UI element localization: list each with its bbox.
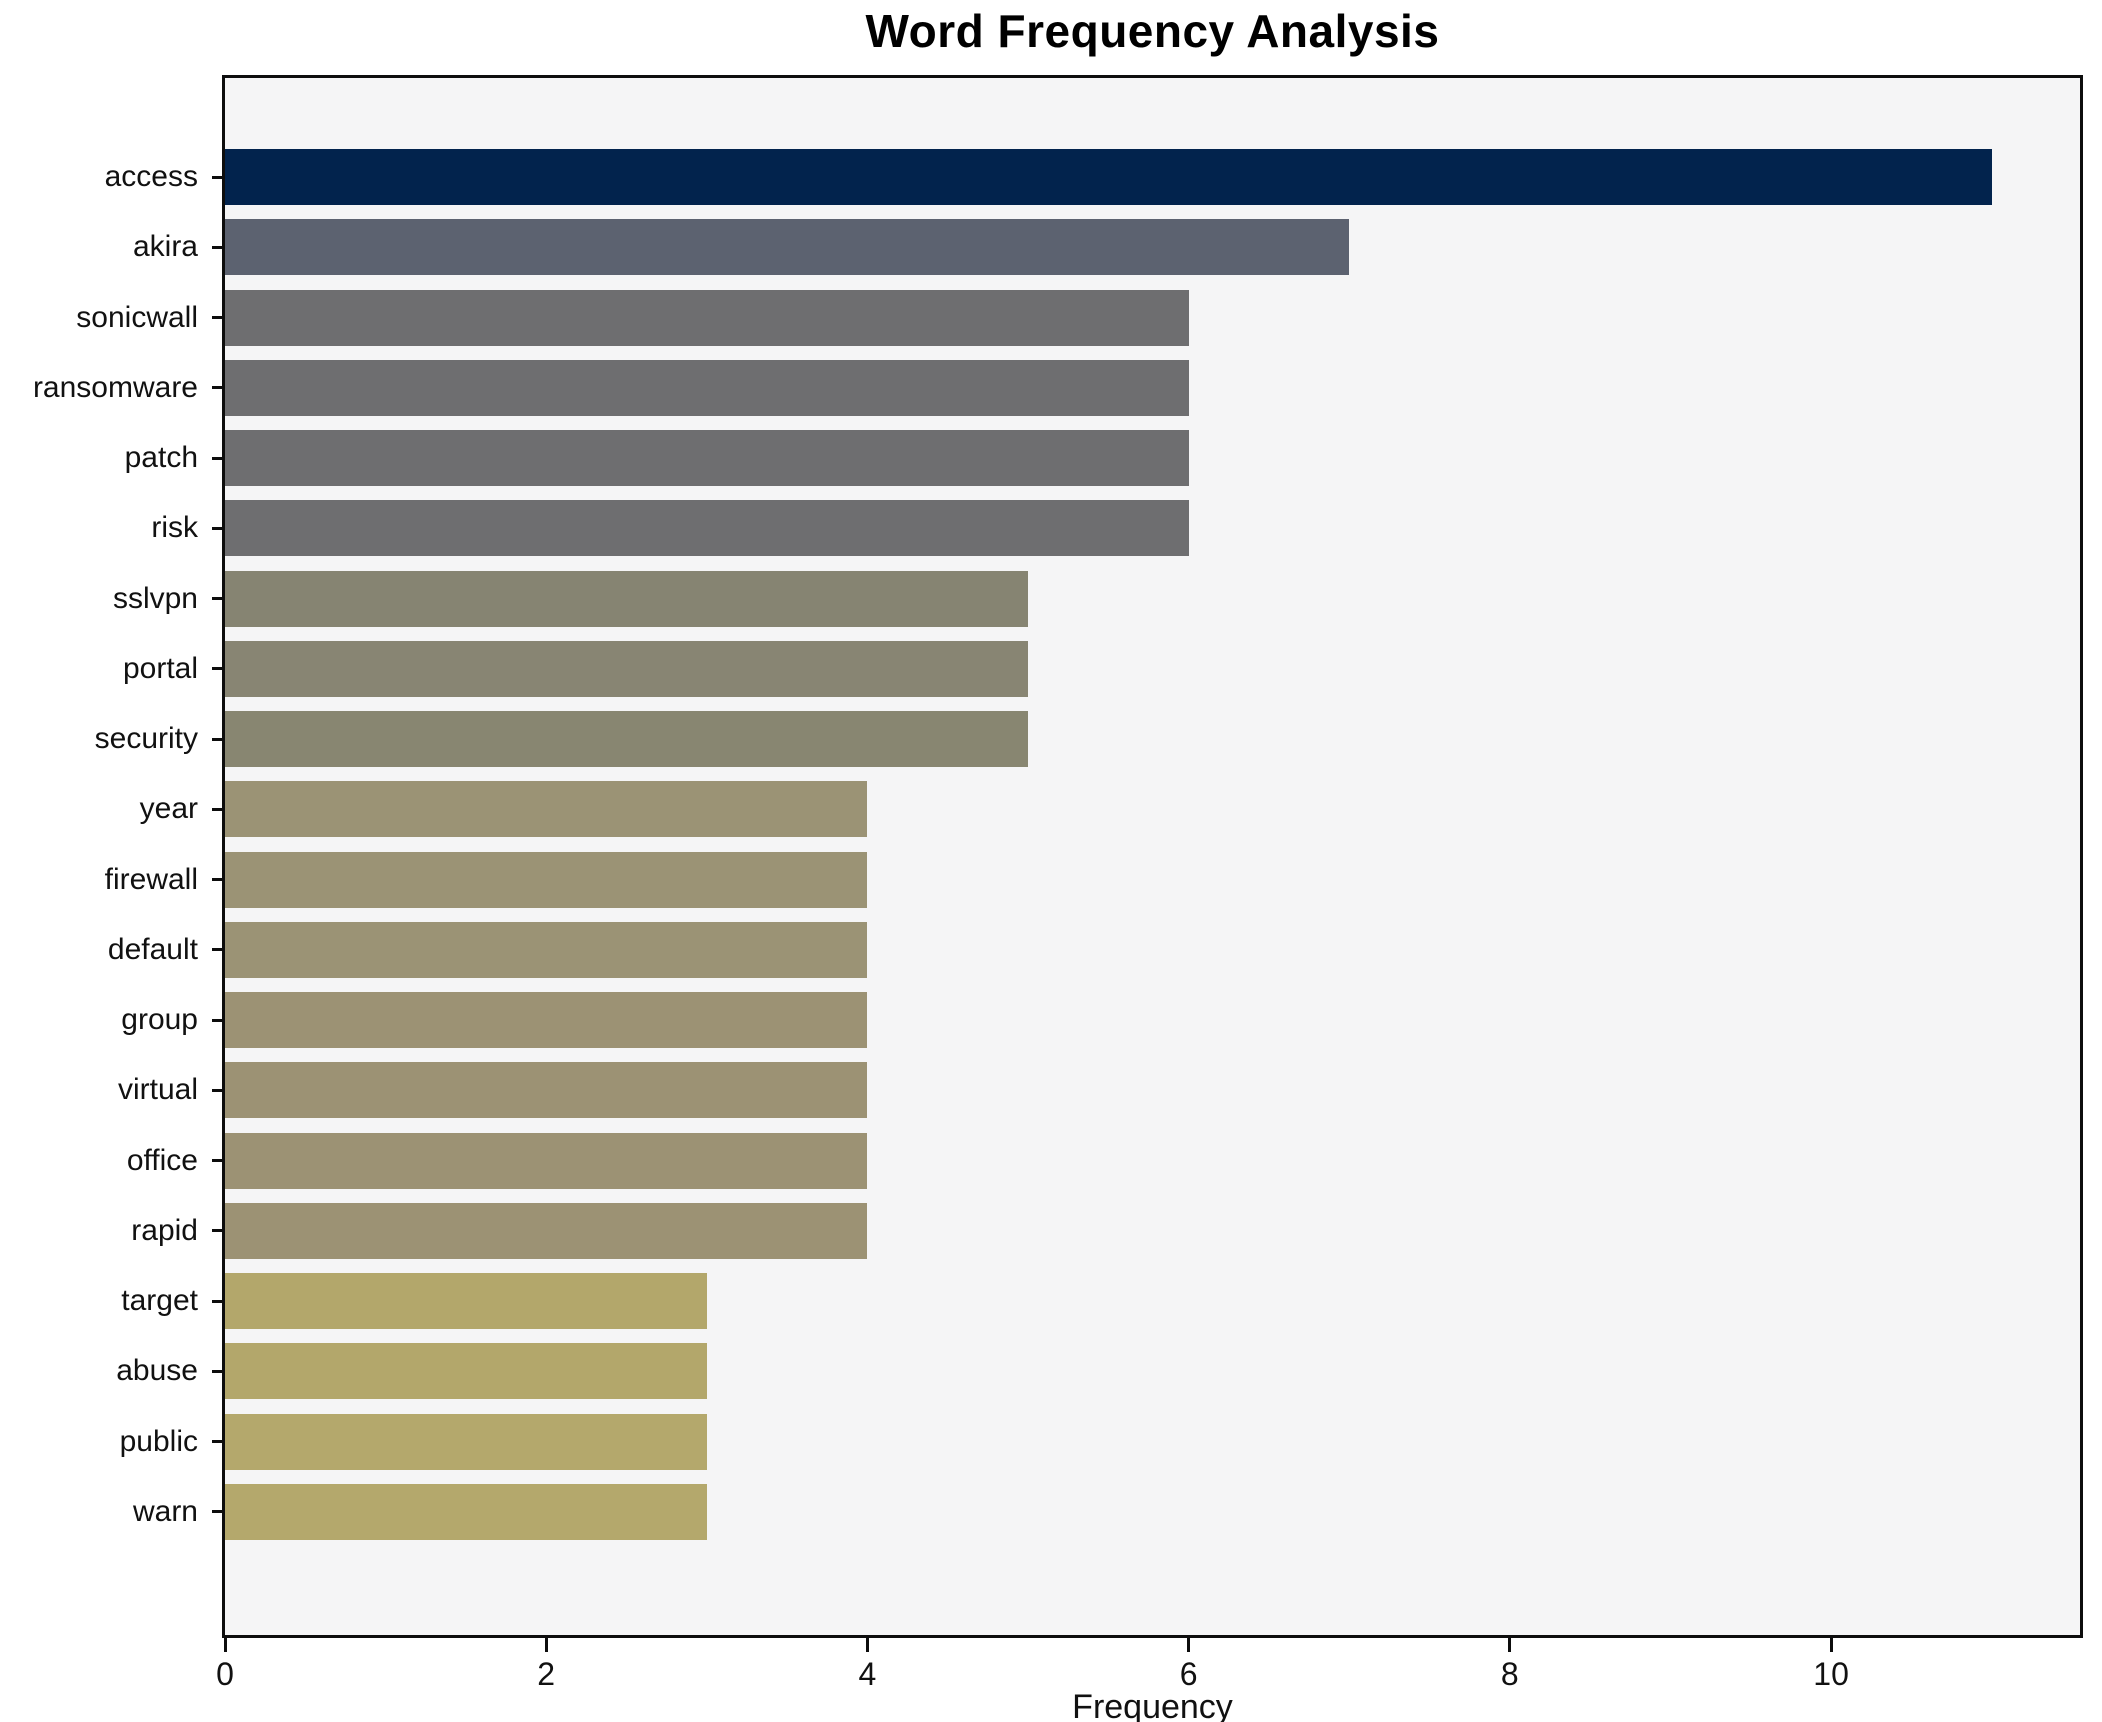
x-tick-label-0: 0 [216, 1656, 234, 1692]
bar-virtual [225, 1062, 868, 1119]
y-tick-label-security: security [94, 722, 198, 756]
y-tick-label-portal: portal [122, 651, 198, 685]
x-tick-mark [1187, 1638, 1191, 1652]
y-tick-mark [212, 526, 222, 530]
y-tick-mark [212, 807, 222, 811]
y-tick-label-sslvpn: sslvpn [112, 581, 198, 615]
plot-area [222, 75, 2083, 1638]
x-tick-mark [1829, 1638, 1833, 1652]
y-tick-label-firewall: firewall [104, 862, 198, 896]
bar-security [225, 711, 1028, 768]
y-tick-mark [212, 1088, 222, 1092]
x-tick-mark [223, 1638, 227, 1652]
y-tick-label-ransomware: ransomware [32, 370, 198, 404]
y-tick-mark [212, 386, 222, 390]
y-tick-mark [212, 1440, 222, 1444]
bar-group [225, 992, 868, 1049]
y-tick-label-patch: patch [124, 441, 198, 475]
y-tick-label-group: group [121, 1003, 198, 1037]
bar-patch [225, 430, 1189, 487]
x-tick-mark [1508, 1638, 1512, 1652]
x-tick-mark [865, 1638, 869, 1652]
x-tick-label-2: 2 [537, 1656, 556, 1692]
bar-ransomware [225, 359, 1189, 416]
y-tick-mark [212, 1229, 222, 1233]
y-tick-mark [212, 316, 222, 320]
bar-akira [225, 219, 1350, 276]
y-tick-label-office: office [126, 1143, 198, 1177]
bar-default [225, 921, 868, 978]
y-tick-mark [212, 1369, 222, 1373]
y-tick-mark [212, 1299, 222, 1303]
y-tick-mark [212, 1018, 222, 1022]
y-tick-mark [212, 737, 222, 741]
bar-year [225, 781, 868, 838]
y-tick-mark [212, 245, 222, 249]
y-tick-mark [212, 1159, 222, 1163]
y-tick-mark [212, 597, 222, 601]
bar-portal [225, 640, 1028, 697]
x-tick-label-10: 10 [1813, 1656, 1849, 1692]
chart-title: Word Frequency Analysis [865, 5, 1440, 57]
y-tick-label-target: target [121, 1284, 198, 1318]
x-tick-label-4: 4 [858, 1656, 877, 1692]
y-tick-label-public: public [119, 1424, 198, 1458]
bar-target [225, 1273, 707, 1330]
y-tick-label-access: access [104, 160, 198, 194]
bar-rapid [225, 1202, 868, 1259]
x-axis-label: Frequency [1072, 1688, 1233, 1722]
y-tick-mark [212, 667, 222, 671]
y-tick-label-virtual: virtual [117, 1073, 198, 1107]
bar-firewall [225, 851, 868, 908]
y-tick-mark [212, 1510, 222, 1514]
bar-risk [225, 500, 1189, 557]
y-tick-mark [212, 948, 222, 952]
y-tick-mark [212, 175, 222, 179]
y-tick-label-sonicwall: sonicwall [76, 300, 198, 334]
y-tick-label-risk: risk [151, 511, 198, 545]
y-tick-label-default: default [107, 932, 198, 966]
y-tick-label-akira: akira [132, 230, 198, 264]
bar-sslvpn [225, 570, 1028, 627]
x-tick-label-8: 8 [1500, 1656, 1519, 1692]
x-tick-label-6: 6 [1179, 1656, 1198, 1692]
bar-office [225, 1132, 868, 1189]
y-tick-label-abuse: abuse [116, 1354, 198, 1388]
x-tick-mark [544, 1638, 548, 1652]
y-tick-mark [212, 878, 222, 882]
bar-public [225, 1413, 707, 1470]
y-tick-label-rapid: rapid [131, 1213, 198, 1247]
y-tick-label-warn: warn [132, 1494, 198, 1528]
y-tick-label-year: year [139, 792, 198, 826]
bar-warn [225, 1483, 707, 1540]
bar-abuse [225, 1343, 707, 1400]
y-tick-mark [212, 456, 222, 460]
bar-access [225, 149, 1992, 206]
bar-sonicwall [225, 289, 1189, 346]
